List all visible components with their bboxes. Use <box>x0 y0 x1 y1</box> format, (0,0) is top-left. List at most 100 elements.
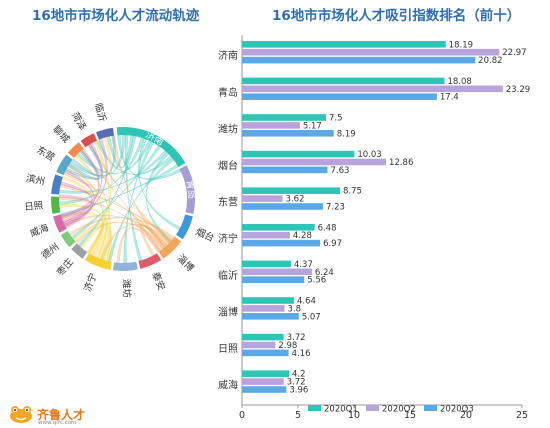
chord-arc-9 <box>53 214 67 233</box>
chord-ribbon <box>63 138 108 227</box>
data-label: 8.75 <box>343 187 362 197</box>
bar-2020Q2 <box>242 378 284 385</box>
bar-2020Q3 <box>242 203 323 210</box>
chord-ribbon <box>123 141 155 264</box>
bar-2020Q1 <box>242 41 446 48</box>
category-label: 临沂 <box>218 269 238 282</box>
chord-arc-8 <box>60 231 76 248</box>
data-label: 18.08 <box>447 77 471 87</box>
left-chart-title: 16地市市场化人才流动轨迹 <box>32 8 200 24</box>
bar-2020Q2 <box>242 195 283 202</box>
right-chart-title: 16地市市场化人才吸引指数排名（前十） <box>272 8 521 24</box>
data-label: 6.24 <box>315 268 334 278</box>
data-label: 7.5 <box>329 114 343 124</box>
data-label: 5.07 <box>302 312 321 322</box>
bar-2020Q3 <box>242 386 287 393</box>
chord-arc-11 <box>51 174 63 195</box>
data-label: 7.63 <box>330 166 349 176</box>
data-label: 17.4 <box>440 93 459 103</box>
bar-2020Q3 <box>242 349 289 357</box>
chord-arc-1 <box>179 165 195 214</box>
chord-arc-5 <box>112 261 138 271</box>
x-tick-label: 0 <box>239 410 245 421</box>
data-label: 4.28 <box>293 231 312 241</box>
bar-2020Q1 <box>242 224 315 231</box>
chord-label: 滨州 <box>25 172 46 188</box>
bar-2020Q1 <box>242 297 294 304</box>
bar-2020Q2 <box>242 48 500 56</box>
bar-2020Q1 <box>242 114 326 121</box>
data-label: 23.29 <box>506 85 530 95</box>
chord-arc-3 <box>158 236 182 259</box>
chord-label: 青岛 <box>184 179 199 200</box>
bar-2020Q3 <box>242 276 305 283</box>
chord-arc-6 <box>84 253 112 270</box>
data-label: 3.72 <box>287 333 306 343</box>
bar-2020Q3 <box>242 130 334 137</box>
chord-label: 临沂 <box>92 102 109 124</box>
chord-arc-2 <box>176 214 193 240</box>
data-label: 4.2 <box>292 370 306 380</box>
data-label: 6.48 <box>318 223 337 233</box>
x-tick-label: 25 <box>516 410 528 421</box>
data-label: 3.96 <box>289 386 308 396</box>
bar-2020Q3 <box>242 313 299 320</box>
bar-2020Q2 <box>242 231 290 239</box>
chord-ribbon <box>95 139 173 175</box>
bar-2020Q2 <box>242 268 312 276</box>
chord-arc-15 <box>96 127 115 140</box>
legend-label: 2020Q3 <box>440 405 474 415</box>
data-label: 3.8 <box>288 304 302 314</box>
chord-ribbon <box>87 136 113 255</box>
chord-label: 潍坊 <box>120 279 133 299</box>
logo-text: 齐鲁人才 <box>37 407 86 422</box>
data-label: 5.17 <box>303 121 322 131</box>
chord-ribbon <box>79 223 105 254</box>
frog-logo-icon <box>10 406 32 423</box>
bar-2020Q3 <box>242 56 476 64</box>
chord-arc-10 <box>51 196 61 214</box>
data-label: 3.62 <box>286 195 305 205</box>
bar-2020Q2 <box>242 158 387 166</box>
chord-arc-14 <box>80 133 97 148</box>
x-tick-label: 15 <box>404 410 416 421</box>
data-label: 7.23 <box>326 203 345 213</box>
x-tick-label: 20 <box>460 410 472 421</box>
bar-2020Q1 <box>242 150 355 158</box>
legend-swatch <box>424 405 437 411</box>
legend-swatch <box>308 405 321 411</box>
bar-2020Q1 <box>242 260 291 268</box>
data-label: 12.86 <box>389 158 413 168</box>
data-label: 3.72 <box>287 378 306 388</box>
legend-label: 2020Q1 <box>324 405 358 415</box>
data-label: 6.97 <box>323 239 342 249</box>
category-label: 威海 <box>218 379 238 392</box>
legend-label: 2020Q2 <box>382 405 416 415</box>
chord-ribbon <box>60 142 103 218</box>
data-label: 20.82 <box>478 56 502 66</box>
chord-ribbon <box>106 135 134 168</box>
category-label: 潍坊 <box>218 122 238 135</box>
bar-2020Q1 <box>242 370 290 377</box>
data-label: 2.98 <box>278 341 297 351</box>
data-label: 5.56 <box>307 276 326 286</box>
category-label: 淄博 <box>218 305 238 318</box>
x-tick-label: 5 <box>295 410 301 421</box>
category-label: 济宁 <box>218 232 238 245</box>
qlrc-logo: 齐鲁人才 <box>8 404 85 424</box>
bar-2020Q1 <box>242 187 340 194</box>
chord-arc-4 <box>138 253 162 269</box>
data-label: 18.19 <box>449 40 473 50</box>
bar-2020Q2 <box>242 85 503 93</box>
bar-2020Q1 <box>242 77 445 85</box>
bar-2020Q2 <box>242 305 285 312</box>
data-label: 4.37 <box>294 260 313 270</box>
data-label: 4.16 <box>292 349 311 359</box>
data-label: 10.03 <box>357 150 381 160</box>
chord-arc-7 <box>71 243 88 259</box>
data-label: 4.64 <box>297 297 316 307</box>
chord-ribbon <box>65 135 116 180</box>
category-label: 济南 <box>218 49 238 62</box>
